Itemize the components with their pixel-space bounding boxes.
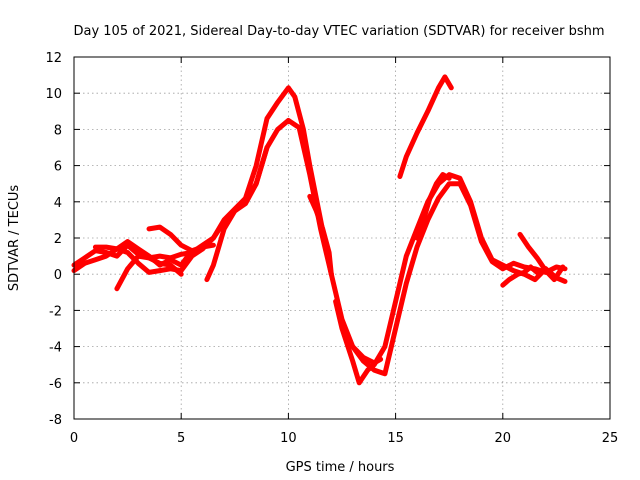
grid	[74, 57, 610, 419]
y-tick-label: -8	[49, 413, 62, 428]
satellite-trace-4	[114, 253, 184, 292]
y-tick-label: 12	[45, 51, 62, 66]
y-tick-label: 10	[45, 87, 62, 102]
satellite-trace-8	[333, 172, 568, 386]
y-tick-label: -4	[49, 341, 62, 356]
y-tick-label: -6	[49, 377, 62, 392]
chart-title: Day 105 of 2021, Sidereal Day-to-day VTE…	[73, 24, 604, 39]
x-tick-label: 25	[602, 431, 619, 446]
satellite-trace-12	[500, 264, 549, 288]
x-axis-label: GPS time / hours	[286, 460, 395, 475]
satellite-trace-5	[146, 224, 206, 254]
y-tick-label: 6	[54, 160, 62, 175]
y-tick-label: 4	[54, 196, 62, 211]
y-tick-label: 8	[54, 123, 62, 138]
x-tick-label: 5	[177, 431, 185, 446]
x-tick-label: 20	[495, 431, 512, 446]
y-tick-label: 2	[54, 232, 62, 247]
series-layer	[71, 74, 568, 386]
satellite-trace-10	[414, 172, 452, 241]
y-tick-label: -2	[49, 304, 62, 319]
y-axis-label: SDTVAR / TECUs	[7, 185, 22, 292]
satellite-trace-6	[204, 145, 270, 283]
satellite-trace-11	[397, 74, 454, 179]
satellite-trace-13	[517, 231, 566, 283]
satellite-trace-7	[307, 193, 334, 277]
x-tick-label: 0	[70, 431, 78, 446]
x-tick-label: 10	[280, 431, 297, 446]
plot-frame	[73, 56, 611, 420]
x-tick-label: 15	[387, 431, 404, 446]
y-tick-label: 0	[54, 268, 62, 283]
